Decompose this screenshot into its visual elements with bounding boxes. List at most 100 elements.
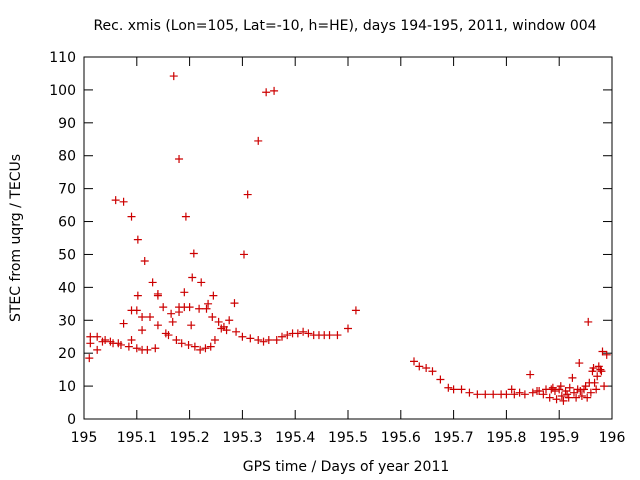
x-tick-label: 195.7 [434,430,474,446]
data-point-marker [93,332,102,341]
data-point-marker [181,212,190,221]
data-point-marker [116,340,125,349]
data-point-marker [168,317,177,326]
data-point-marker [594,362,603,371]
data-point-marker [164,331,173,340]
data-point-marker [550,387,559,396]
data-point-marker [272,336,281,345]
y-tick-label: 110 [49,50,76,66]
data-point-marker [119,197,128,206]
data-point-marker [243,190,252,199]
data-point-marker [559,396,568,405]
data-point-marker [196,345,205,354]
data-point-marker [151,344,160,353]
data-point-marker [465,388,474,397]
data-point-marker [153,321,162,330]
data-point-marker [293,329,302,338]
data-point-marker [557,391,566,400]
data-point-marker [111,196,120,205]
data-point-marker [180,288,189,297]
data-point-marker [239,250,248,259]
data-point-marker [222,326,231,335]
data-point-marker [101,336,110,345]
data-point-marker [563,390,572,399]
data-point-marker [586,388,595,397]
x-tick-label: 195.2 [170,430,210,446]
data-point-marker [555,385,564,394]
data-point-marker [565,383,574,392]
x-tick-label: 195.3 [222,430,262,446]
data-point-marker [564,393,573,402]
data-point-marker [148,278,157,287]
x-tick-label: 195.8 [486,430,526,446]
x-tick-label: 196 [599,430,626,446]
data-point-marker [202,304,211,313]
data-point-marker [204,299,213,308]
data-point-marker [119,319,128,328]
data-point-marker [593,372,602,381]
y-tick-label: 40 [58,280,76,296]
y-tick-label: 0 [67,412,76,428]
data-point-marker [489,390,498,399]
data-point-marker [138,326,147,335]
data-point-marker [270,86,279,95]
data-point-marker [449,385,458,394]
data-point-marker [457,385,466,394]
data-point-marker [278,332,286,341]
x-axis-ticks: 195 195.1 195.2 195.3 195.4 195.5 195.6 195.7 19… [71,57,626,446]
data-point-marker [264,336,273,345]
data-point-marker [602,350,611,359]
data-point-marker [143,345,152,354]
data-point-marker [556,382,565,391]
data-point-marker [299,327,308,336]
data-point-marker [132,344,141,353]
data-point-marker [515,388,524,397]
data-point-marker [188,273,197,282]
data-point-marker [85,354,94,363]
data-point-marker [596,365,605,374]
data-point-marker [507,385,516,394]
data-point-marker [133,235,142,244]
y-tick-label: 70 [58,182,76,198]
data-point-marker [146,312,154,321]
data-point-marker [127,212,136,221]
data-point-marker [510,390,519,399]
data-point-marker [201,344,210,353]
chart-title: Rec. xmis (Lon=105, Lat=-10, h=HE), days… [93,18,596,34]
data-point-marker [230,299,239,308]
data-point-marker [526,370,535,379]
data-point-marker [138,312,147,321]
data-point-marker [262,88,271,97]
data-point-marker [190,342,199,351]
data-point-marker [209,291,218,300]
data-point-marker [172,336,181,345]
data-point-marker [589,363,598,372]
data-point-marker [86,332,95,341]
data-point-marker [590,378,599,387]
data-point-marker [569,388,578,397]
data-point-marker [208,312,217,321]
data-point-marker [547,385,556,394]
x-tick-label: 195 [71,430,98,446]
data-point-marker [597,367,606,376]
data-point-marker [304,329,313,338]
data-point-marker [351,306,360,315]
x-tick-label: 195.4 [275,430,315,446]
data-point-marker [197,278,206,287]
data-point-marker [436,375,445,384]
data-point-marker [528,388,537,397]
data-point-marker [185,303,194,312]
data-point-marker [184,340,193,349]
data-point-marker [238,332,247,341]
y-tick-label: 30 [58,313,76,329]
data-point-marker [232,327,241,336]
data-point-marker [575,359,584,368]
data-point-marker [539,390,548,399]
data-point-marker [206,342,215,351]
x-axis-label: GPS time / Days of year 2011 [243,459,450,475]
data-point-marker [600,382,609,391]
y-tick-label: 50 [58,247,76,263]
data-point-marker [415,362,424,371]
data-point-marker [422,363,431,372]
x-tick-label: 195.5 [328,430,368,446]
